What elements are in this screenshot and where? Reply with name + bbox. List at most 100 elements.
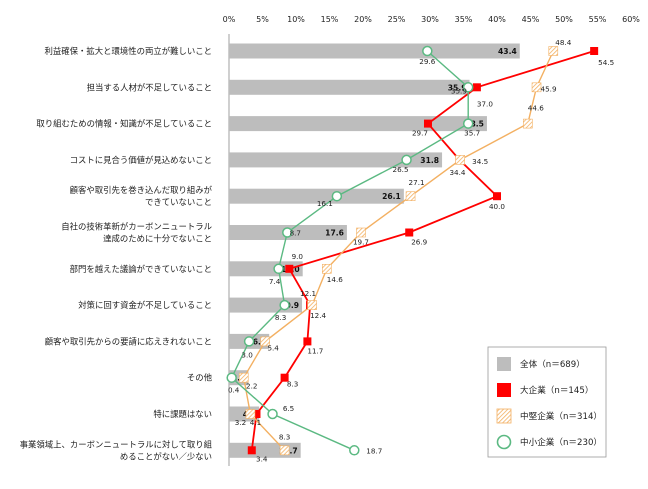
- point-small: [279, 299, 290, 311]
- line-value-label: 6.5: [283, 404, 294, 413]
- category-label: 利益確保・拡大と環境性の両立が難しいこと: [45, 46, 213, 56]
- line-value-label: 48.4: [555, 38, 571, 47]
- x-tick-label: 60%: [622, 15, 640, 24]
- legend-label: 中小企業（n＝230）: [520, 436, 602, 448]
- category-label: 達成のために十分でないこと: [103, 234, 212, 244]
- series-lines: [226, 45, 599, 456]
- line-value-label: 26.9: [411, 238, 427, 247]
- point-mid: [245, 409, 256, 419]
- line-value-label: 2.2: [246, 382, 257, 391]
- point-mid: [548, 46, 559, 56]
- point-small: [331, 190, 343, 202]
- line-value-label: 40.0: [489, 202, 505, 211]
- category-label: 顧客や取引先を巻き込んだ取り組みが: [70, 185, 213, 195]
- bar: [229, 261, 303, 277]
- line-value-label: 19.7: [353, 238, 369, 247]
- bar-value-label: 26.1: [382, 192, 401, 201]
- x-tick-label: 40%: [488, 15, 506, 24]
- line-value-label: 35.9: [451, 86, 467, 95]
- line-value-label: 3.4: [256, 454, 268, 463]
- x-tick-label: 30%: [421, 15, 439, 24]
- legend-swatch: [497, 357, 511, 371]
- point-mid: [279, 445, 290, 456]
- x-tick-label: 35%: [455, 15, 473, 24]
- line-value-label: 26.5: [393, 165, 409, 174]
- series-line: [242, 50, 554, 451]
- x-tick-label: 0%: [223, 15, 236, 24]
- point-mid: [523, 118, 533, 129]
- bar-value-label: 6.0: [253, 337, 266, 346]
- x-tick-label: 50%: [555, 15, 573, 24]
- bar-value-label: 17.6: [325, 229, 344, 238]
- bar-value-label: 43.4: [498, 47, 517, 56]
- point-mid: [322, 263, 332, 274]
- x-tick-label: 10%: [287, 15, 305, 24]
- point-mid: [260, 336, 270, 347]
- line-value-label: 54.5: [598, 58, 614, 67]
- line-value-label: 12.1: [300, 289, 316, 298]
- point-large: [252, 410, 261, 418]
- category-label: 事業領域上、カーボンニュートラルに対して取り組: [20, 439, 213, 449]
- bar: [229, 152, 443, 168]
- point-small: [422, 45, 433, 57]
- point-small: [273, 263, 284, 275]
- bar: [229, 188, 404, 204]
- data-labels: 48.4 29.6 54.5 35.9 45.9 37.0 44.6 29.7 35.7 34.5…: [228, 38, 614, 463]
- line-value-label: 12.4: [310, 311, 326, 320]
- line-value-label: 44.6: [528, 104, 544, 113]
- series-line: [250, 50, 595, 451]
- line-value-label: 29.7: [412, 129, 428, 138]
- bar-value-label: 35.9: [448, 83, 467, 92]
- bars: 43.435.938.531.826.117.611.010.96.02.94.…: [229, 43, 520, 458]
- legend-label: 中堅企業（n＝314）: [520, 410, 602, 422]
- line-value-label: 34.4: [449, 168, 465, 177]
- point-large: [280, 373, 289, 382]
- line-value-label: 37.0: [477, 99, 493, 108]
- line-value-label: 35.7: [464, 129, 480, 138]
- point-large: [303, 337, 312, 346]
- x-tick-label: 20%: [354, 15, 372, 24]
- bar: [229, 116, 487, 132]
- category-label: 顧客や取引先からの要請に応えきれないこと: [45, 336, 212, 346]
- point-large: [590, 47, 599, 55]
- line-value-label: 4.1: [250, 418, 261, 427]
- bar-value-label: 31.8: [420, 156, 439, 165]
- line-value-label: 3.2: [235, 418, 246, 427]
- point-mid: [531, 82, 542, 93]
- line-value-label: 9.0: [292, 252, 304, 261]
- category-label: 部門を越えた議論ができていないこと: [70, 264, 212, 274]
- bar: [229, 79, 470, 95]
- x-tick-label: 45%: [522, 15, 540, 24]
- x-tick-label: 15%: [321, 15, 339, 24]
- point-mid: [356, 227, 366, 238]
- line-value-label: 8.3: [287, 380, 298, 389]
- line-value-label: 0.4: [228, 386, 240, 395]
- line-value-label: 18.7: [366, 446, 382, 455]
- line-value-label: 7.4: [269, 277, 281, 286]
- bar-value-label: 38.5: [465, 120, 484, 129]
- legend-swatch: [497, 383, 511, 397]
- point-large: [247, 446, 256, 455]
- point-large: [493, 192, 501, 201]
- point-small: [349, 445, 360, 456]
- point-small: [267, 408, 278, 420]
- legend-label: 大企業（n＝145）: [520, 384, 593, 396]
- line-value-label: 14.6: [327, 275, 343, 284]
- line-value-label: 29.6: [419, 57, 435, 66]
- category-label: その他: [187, 373, 213, 383]
- legend-label: 全体（n＝689）: [520, 358, 585, 370]
- point-small: [226, 372, 237, 383]
- category-label: 担当する人材が不足していること: [87, 82, 212, 92]
- category-label: 自社の技術革新がカーボンニュートラル: [61, 222, 212, 232]
- point-small: [462, 82, 474, 93]
- point-small: [462, 118, 474, 129]
- x-tick-label: 55%: [589, 15, 607, 24]
- series-line: [230, 50, 469, 451]
- point-mid: [238, 372, 249, 383]
- category-label: めることがない／少ない: [120, 451, 212, 461]
- category-labels: 利益確保・拡大と環境性の両立が難しいこと担当する人材が不足していること取り組むた…: [20, 46, 213, 461]
- line-value-label: 8.3: [275, 313, 286, 322]
- category-label: 特に課題はない: [153, 409, 212, 419]
- point-large: [405, 228, 414, 237]
